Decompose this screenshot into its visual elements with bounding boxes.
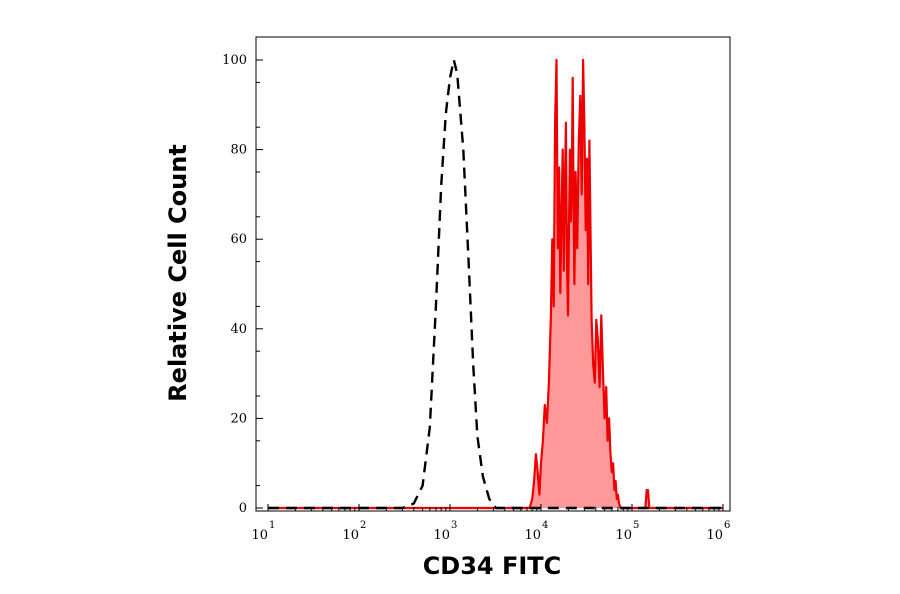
y-tick-label: 0 [239, 501, 247, 516]
y-tick-label: 20 [230, 411, 247, 426]
x-tick-exponent: 5 [633, 520, 639, 531]
x-tick-exponent: 6 [724, 520, 730, 531]
y-axis: 0 20 40 60 80 100 [222, 53, 263, 516]
x-tick-exponent: 1 [269, 520, 275, 531]
x-tick-label: 10 [433, 528, 450, 543]
x-tick-exponent: 4 [542, 520, 548, 531]
y-tick-label: 100 [222, 53, 247, 68]
y-tick-label: 40 [230, 322, 247, 337]
x-tick-label: 10 [524, 528, 541, 543]
y-tick-label: 60 [230, 232, 247, 247]
y-axis-title: Relative Cell Count [164, 144, 192, 402]
y-tick-label: 80 [230, 143, 247, 158]
series-isotype-control [268, 58, 723, 510]
x-tick-exponent: 2 [360, 520, 366, 531]
stained-line [268, 58, 723, 510]
x-tick-label: 10 [706, 528, 723, 543]
plot-frame [255, 36, 731, 512]
x-tick-label: 10 [342, 528, 359, 543]
x-tick-label: 10 [615, 528, 632, 543]
x-axis-title: CD34 FITC [423, 552, 562, 580]
x-tick-exponent: 3 [451, 520, 457, 531]
x-tick-label: 10 [251, 528, 268, 543]
stained-area-fill [268, 60, 723, 508]
series-cd34-stained [268, 58, 723, 510]
isotype-dashed-line [268, 58, 723, 510]
